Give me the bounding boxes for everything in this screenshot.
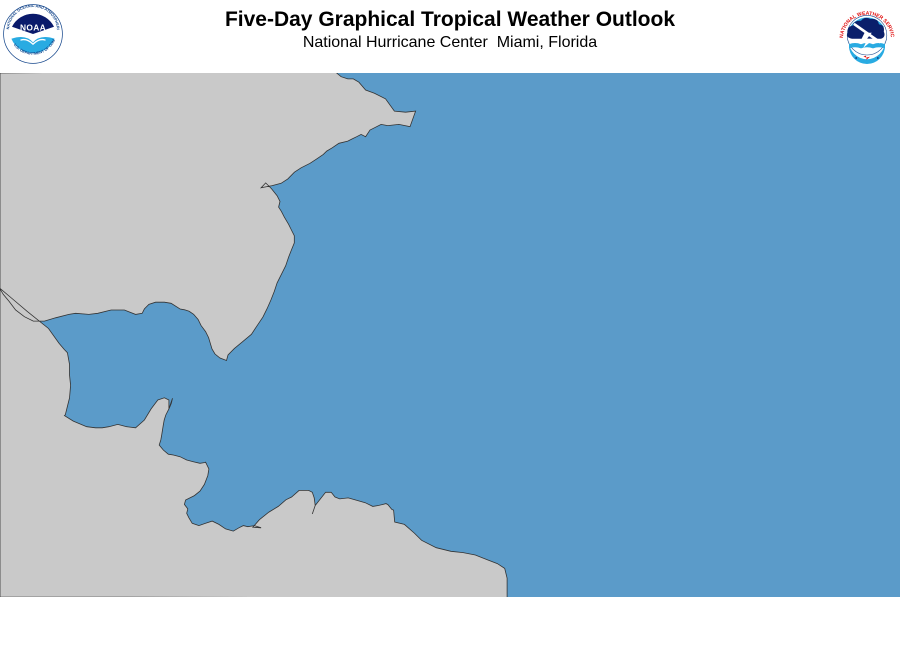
svg-text:NOAA: NOAA (20, 22, 46, 32)
